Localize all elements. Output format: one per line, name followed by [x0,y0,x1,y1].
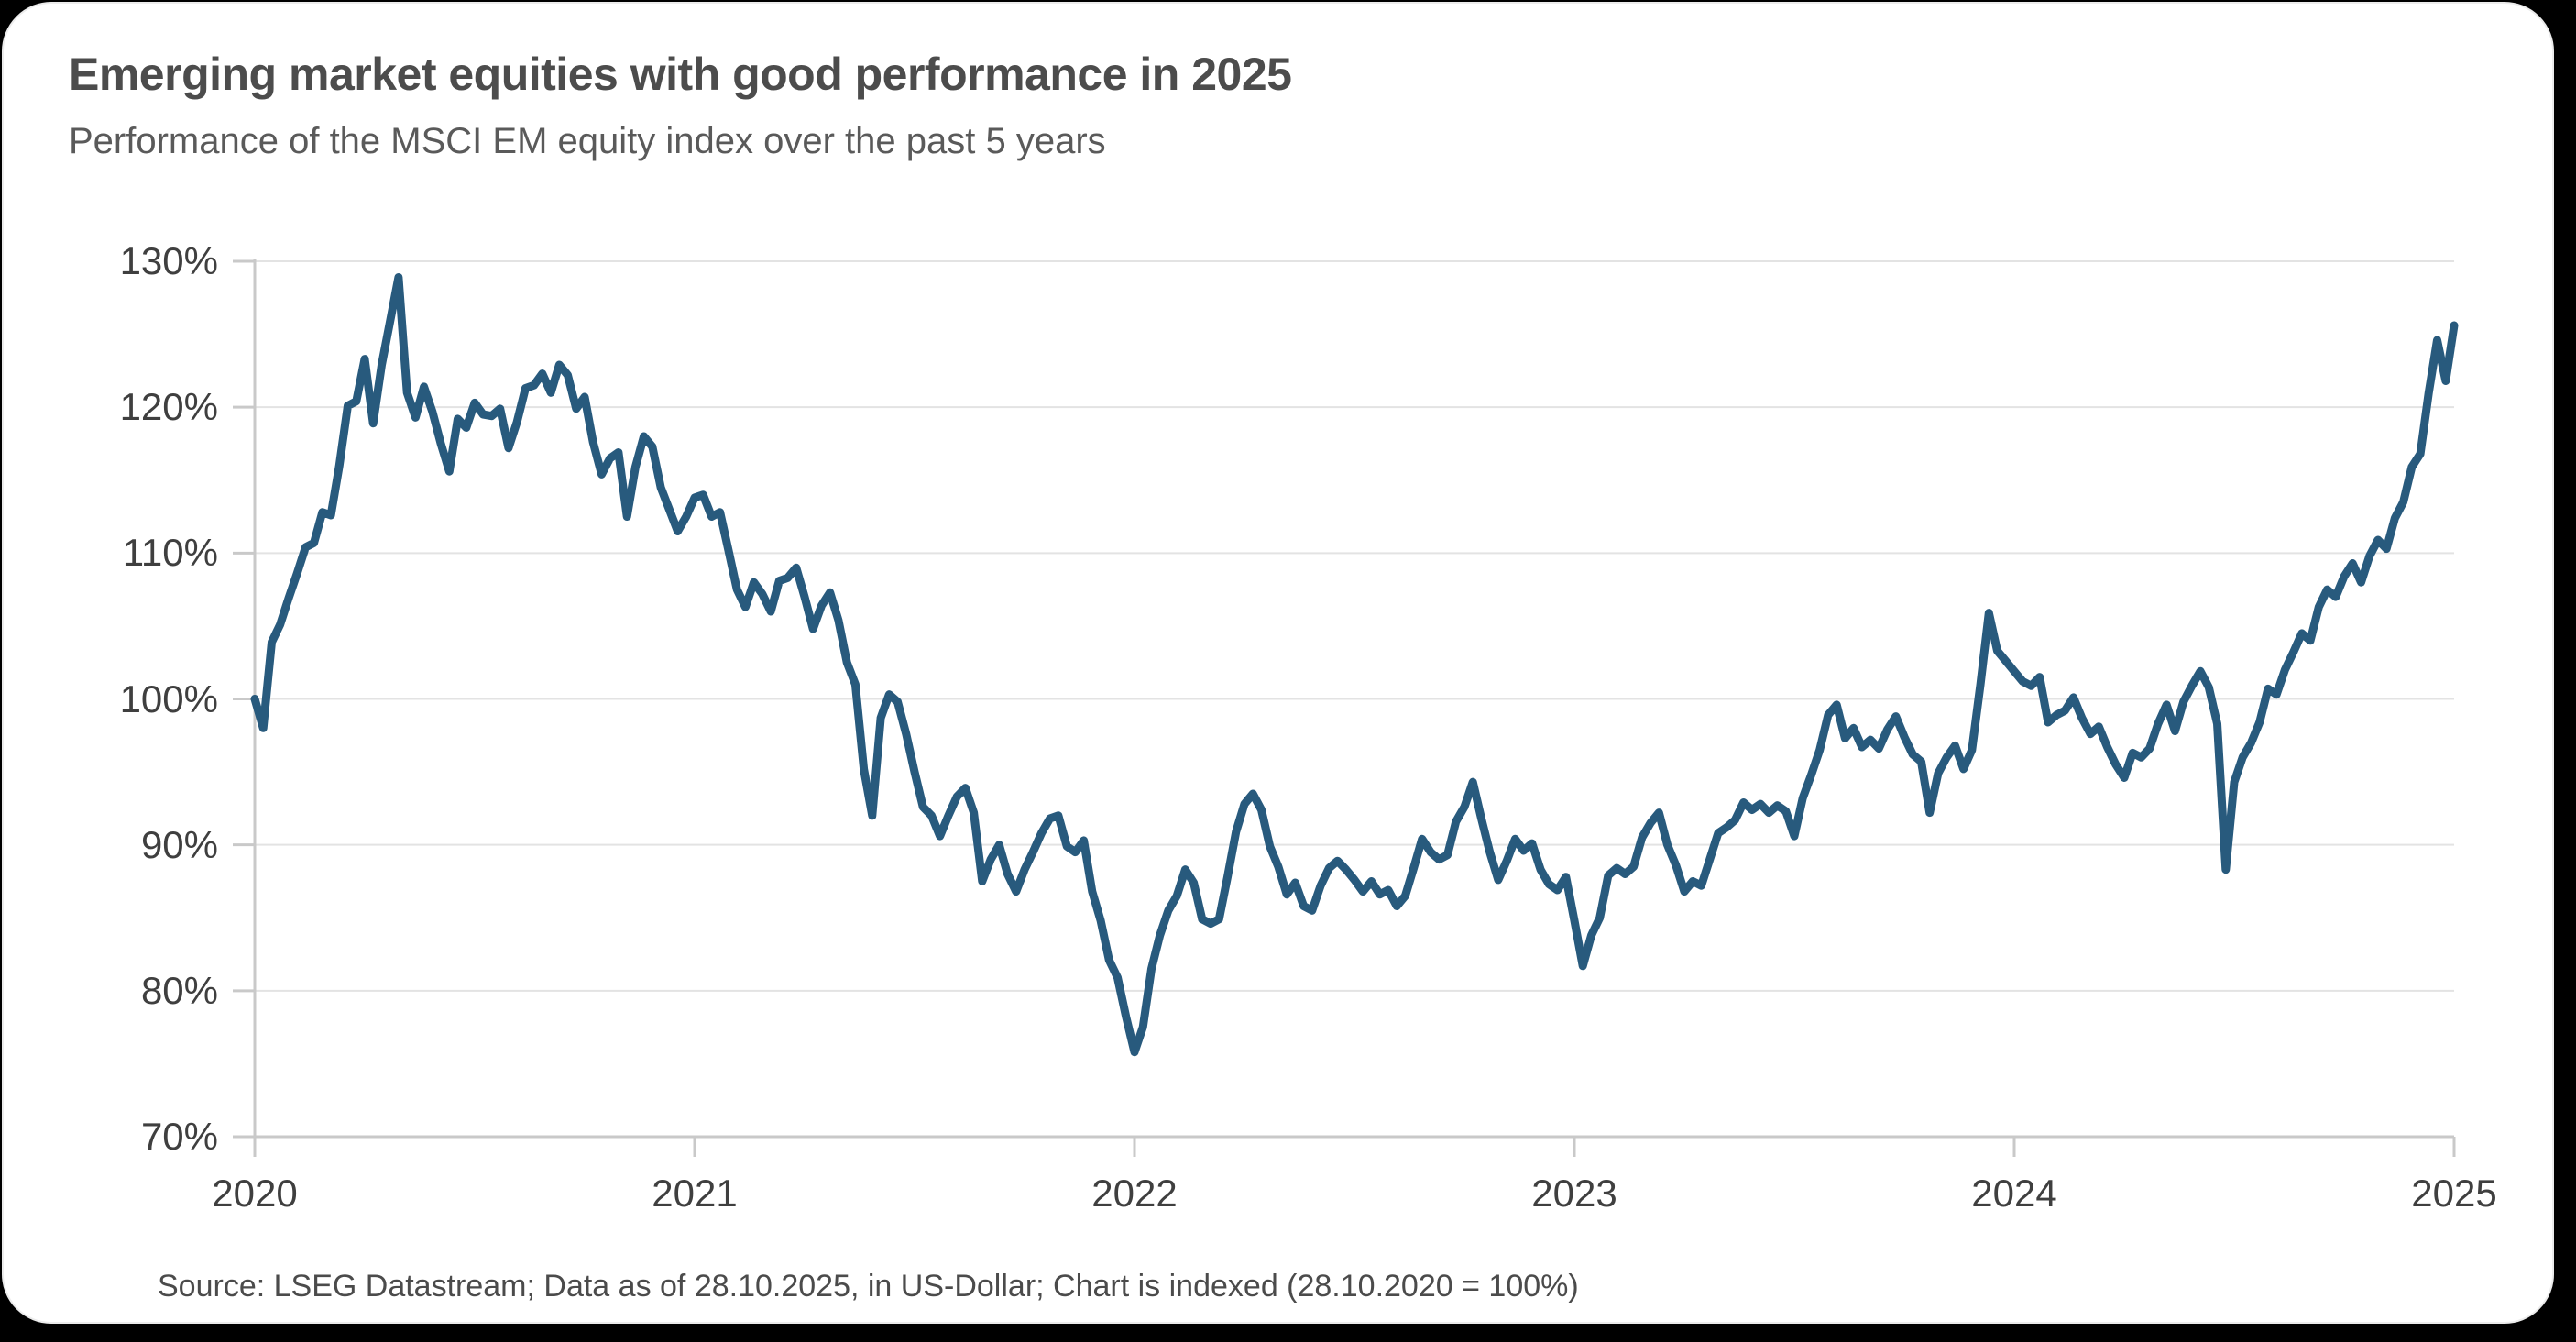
chart-subtitle: Performance of the MSCI EM equity index … [69,121,1106,161]
x-axis-label-2025: 2025 [2411,1172,2497,1215]
x-axis-label-2024: 2024 [1971,1172,2057,1215]
source-note: Source: LSEG Datastream; Data as of 28.1… [158,1269,1579,1304]
y-axis-label-120pct: 120% [119,385,218,429]
x-axis-label-2023: 2023 [1531,1172,1617,1215]
y-axis-label-130pct: 130% [119,239,218,282]
y-axis-label-90pct: 90% [140,822,218,866]
y-axis-label-70pct: 70% [140,1115,218,1158]
x-axis-label-2021: 2021 [652,1172,738,1215]
x-axis-label-2022: 2022 [1091,1172,1178,1215]
x-axis-label-2020: 2020 [212,1172,298,1215]
chart-title: Emerging market equities with good perfo… [69,49,1292,100]
msci-em-index-line [250,273,2459,1057]
y-axis-label-110pct: 110% [122,531,218,575]
y-axis-label-100pct: 100% [119,676,218,720]
chart-card [2,2,2554,1324]
y-axis-label-80pct: 80% [140,968,218,1012]
